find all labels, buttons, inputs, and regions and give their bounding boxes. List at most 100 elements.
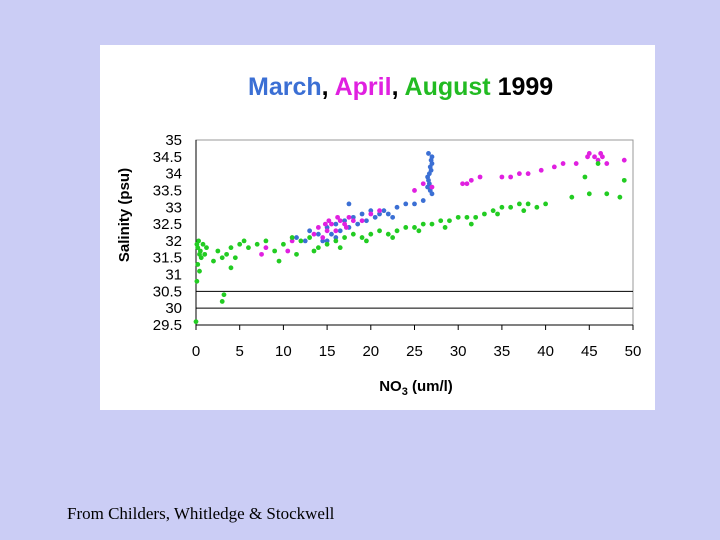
data-point	[259, 251, 264, 257]
data-point	[595, 161, 601, 166]
data-point	[364, 238, 369, 244]
data-point	[499, 174, 505, 180]
data-point	[617, 194, 623, 200]
y-tick-label: 29.5	[153, 317, 182, 334]
x-tick-label: 5	[236, 343, 244, 360]
data-point	[468, 177, 474, 183]
data-point	[425, 174, 431, 180]
data-point	[342, 218, 347, 224]
data-point	[285, 248, 291, 254]
x-tick-label: 20	[362, 343, 379, 360]
data-point	[324, 241, 330, 247]
x-tick-label: 10	[275, 343, 292, 360]
data-point	[455, 214, 461, 220]
x-tick-label: 30	[450, 343, 467, 360]
data-point	[315, 245, 321, 251]
chart-title-part: August	[405, 73, 492, 101]
chart-title-part: March	[248, 73, 322, 101]
data-point	[560, 161, 566, 166]
data-point	[263, 245, 269, 251]
data-point	[551, 164, 557, 170]
x-tick-label: 0	[192, 343, 200, 360]
data-point	[403, 225, 409, 230]
chart-title-part: ,	[392, 73, 405, 101]
data-point	[200, 241, 206, 247]
data-point	[281, 241, 286, 247]
data-point	[315, 225, 321, 230]
chart-title: March, April, August 1999	[248, 73, 553, 101]
data-point	[377, 228, 382, 234]
data-point	[385, 231, 391, 237]
y-tick-label: 34	[165, 166, 182, 183]
data-point	[586, 151, 592, 156]
data-point	[429, 191, 435, 197]
data-point	[333, 238, 339, 244]
data-point	[333, 221, 339, 227]
data-point	[346, 214, 352, 220]
data-point	[272, 248, 278, 254]
data-point	[195, 245, 201, 251]
data-point	[355, 221, 361, 227]
data-point	[464, 181, 470, 187]
y-tick-label: 35	[165, 132, 182, 149]
x-axis-label-subscript: 3	[402, 386, 408, 398]
data-point	[412, 201, 417, 207]
x-tick-label: 50	[625, 343, 642, 360]
data-point	[508, 174, 514, 180]
data-point	[426, 151, 431, 156]
data-point	[246, 245, 251, 251]
data-point	[350, 218, 356, 224]
y-tick-label: 33.5	[153, 182, 182, 199]
data-point	[219, 299, 225, 304]
x-tick-label: 25	[406, 343, 423, 360]
data-point	[600, 154, 605, 160]
data-point	[307, 228, 313, 234]
data-point	[429, 161, 435, 166]
data-point	[525, 201, 531, 207]
data-point	[343, 225, 349, 230]
chart-title-part: 1999	[491, 73, 554, 101]
data-point	[224, 251, 229, 257]
data-point	[320, 238, 326, 244]
data-point	[442, 225, 448, 230]
data-point	[294, 251, 299, 257]
data-point	[508, 204, 514, 210]
data-point	[377, 211, 382, 217]
y-tick-label: 31.5	[153, 250, 182, 267]
data-point	[294, 235, 299, 240]
data-point	[346, 201, 352, 207]
data-point	[372, 214, 378, 220]
data-point	[385, 211, 391, 217]
data-point	[195, 262, 201, 267]
data-point	[335, 214, 340, 220]
data-point	[333, 235, 339, 240]
data-point	[337, 228, 343, 234]
data-point	[438, 218, 444, 224]
data-point	[263, 238, 269, 244]
data-point	[516, 171, 522, 177]
data-point	[621, 177, 627, 183]
plot-frame	[195, 139, 634, 330]
series-march	[294, 151, 435, 244]
data-point	[329, 231, 334, 237]
data-point	[307, 235, 313, 240]
data-point	[324, 238, 330, 244]
data-points	[193, 151, 627, 325]
data-point	[428, 167, 434, 173]
y-tick-label: 32.5	[153, 216, 182, 233]
data-point	[311, 231, 317, 237]
data-point	[350, 231, 356, 237]
data-point	[276, 258, 282, 264]
data-point	[534, 204, 540, 210]
data-point	[359, 235, 365, 240]
data-point	[320, 235, 326, 240]
data-point	[412, 188, 417, 193]
data-point	[232, 255, 238, 261]
data-point	[368, 208, 374, 214]
y-tick-label: 30	[165, 300, 182, 317]
data-point	[237, 241, 243, 247]
data-point	[326, 218, 332, 224]
data-point	[420, 198, 426, 203]
data-point	[342, 235, 347, 240]
